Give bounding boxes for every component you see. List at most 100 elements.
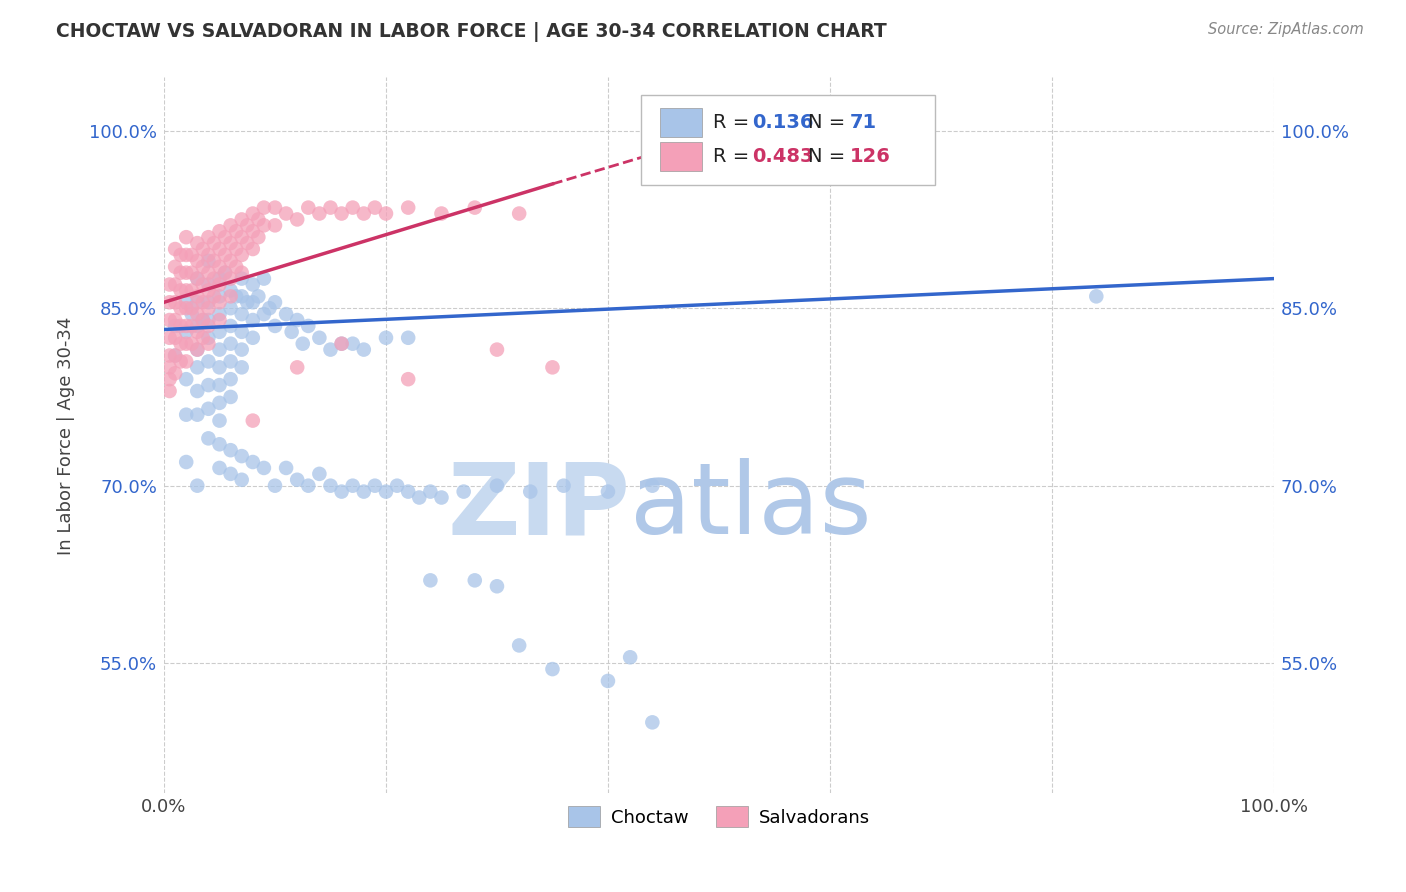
Point <box>214 266 236 280</box>
Point <box>208 461 231 475</box>
Point <box>231 473 253 487</box>
Point <box>174 295 197 310</box>
Point <box>169 301 191 316</box>
Point <box>208 260 231 274</box>
Point <box>264 318 287 333</box>
Point <box>159 349 181 363</box>
Point <box>242 242 264 256</box>
Point <box>208 396 231 410</box>
Point <box>297 201 319 215</box>
Point <box>197 318 219 333</box>
Point <box>180 248 202 262</box>
Point <box>353 484 375 499</box>
Point <box>191 260 214 274</box>
Point <box>259 301 281 316</box>
Point <box>308 467 330 481</box>
Point <box>159 372 181 386</box>
Point <box>208 295 231 310</box>
Point <box>236 219 259 233</box>
Point <box>619 650 641 665</box>
Point <box>375 331 398 345</box>
Point <box>197 354 219 368</box>
Point <box>165 331 187 345</box>
Point <box>274 461 297 475</box>
Point <box>165 260 187 274</box>
Point <box>242 295 264 310</box>
Text: CHOCTAW VS SALVADORAN IN LABOR FORCE | AGE 30-34 CORRELATION CHART: CHOCTAW VS SALVADORAN IN LABOR FORCE | A… <box>56 22 887 42</box>
Point <box>214 230 236 244</box>
Point <box>165 318 187 333</box>
Point <box>186 478 208 492</box>
Point <box>285 212 308 227</box>
Point <box>453 484 475 499</box>
Point <box>264 295 287 310</box>
Point <box>159 331 181 345</box>
Point <box>231 343 253 357</box>
Point <box>596 673 619 688</box>
Point <box>231 271 253 285</box>
Point <box>169 354 191 368</box>
Point <box>208 289 231 303</box>
Legend: Choctaw, Salvadorans: Choctaw, Salvadorans <box>561 799 877 834</box>
Point <box>191 242 214 256</box>
Point <box>174 354 197 368</box>
Text: R =: R = <box>713 113 756 132</box>
Point <box>208 360 231 375</box>
Point <box>242 206 264 220</box>
Text: 126: 126 <box>849 146 891 166</box>
Point <box>285 360 308 375</box>
Point <box>159 384 181 398</box>
Point <box>165 242 187 256</box>
Point <box>291 336 314 351</box>
Point <box>169 248 191 262</box>
Point <box>353 206 375 220</box>
Point <box>297 478 319 492</box>
Point <box>430 206 453 220</box>
Point <box>231 325 253 339</box>
Point <box>231 449 253 463</box>
FancyBboxPatch shape <box>641 95 935 185</box>
Point <box>253 307 276 321</box>
Point <box>197 248 219 262</box>
Point <box>174 284 197 298</box>
Point <box>180 284 202 298</box>
Point <box>285 473 308 487</box>
Point <box>219 372 242 386</box>
Point <box>169 318 191 333</box>
Point <box>219 253 242 268</box>
Point <box>174 372 197 386</box>
Point <box>247 230 270 244</box>
Point <box>197 253 219 268</box>
Point <box>408 491 430 505</box>
Point <box>197 295 219 310</box>
Point <box>180 318 202 333</box>
Point <box>219 284 242 298</box>
Y-axis label: In Labor Force | Age 30-34: In Labor Force | Age 30-34 <box>58 316 75 555</box>
Point <box>219 301 242 316</box>
Point <box>342 336 364 351</box>
Point <box>225 242 247 256</box>
Point <box>242 455 264 469</box>
Point <box>264 201 287 215</box>
FancyBboxPatch shape <box>661 108 702 136</box>
Point <box>319 201 342 215</box>
Point <box>231 266 253 280</box>
Point <box>464 201 486 215</box>
Point <box>165 295 187 310</box>
Point <box>159 313 181 327</box>
Point <box>219 443 242 458</box>
Point <box>308 331 330 345</box>
Point <box>165 277 187 292</box>
Point <box>186 253 208 268</box>
Point <box>330 336 353 351</box>
Point <box>308 206 330 220</box>
Point <box>165 313 187 327</box>
Point <box>165 349 187 363</box>
Point <box>396 484 419 499</box>
Text: atlas: atlas <box>630 458 872 556</box>
Point <box>219 390 242 404</box>
Point <box>342 201 364 215</box>
Point <box>285 313 308 327</box>
Point <box>264 219 287 233</box>
Point <box>208 414 231 428</box>
